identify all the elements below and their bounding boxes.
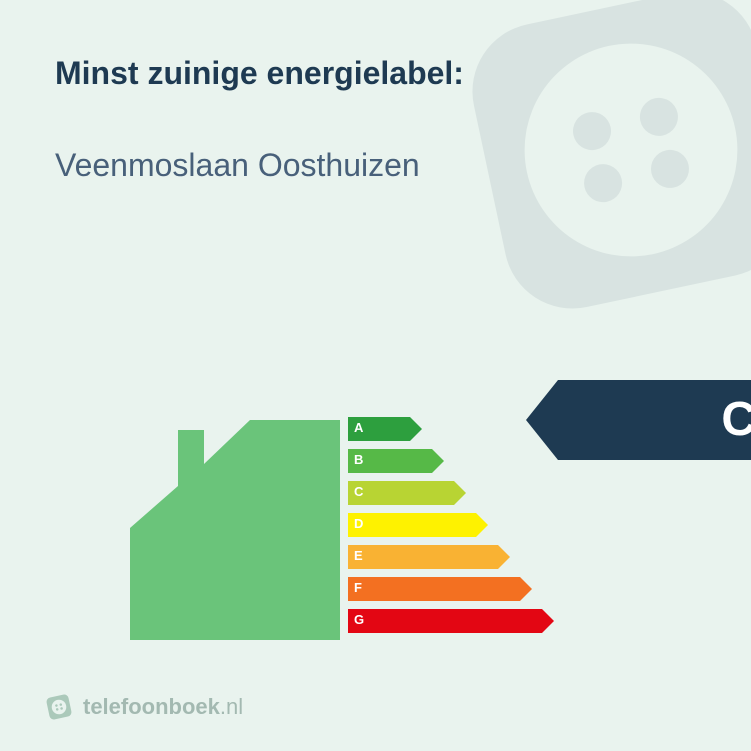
energy-bar-label: F	[354, 580, 362, 595]
location-subtitle: Veenmoslaan Oosthuizen	[55, 147, 696, 184]
brand-text: telefoonboek.nl	[83, 694, 243, 720]
rating-badge: C	[526, 380, 751, 460]
energy-bar-label: A	[354, 420, 363, 435]
page-title: Minst zuinige energielabel:	[55, 55, 696, 92]
energy-bar-label: C	[354, 484, 363, 499]
brand-tld: .nl	[220, 694, 243, 719]
energy-bar-label: B	[354, 452, 363, 467]
energy-bar-label: G	[354, 612, 364, 627]
energy-bar-label: D	[354, 516, 363, 531]
energy-label-card: Minst zuinige energielabel: Veenmoslaan …	[0, 0, 751, 751]
house-icon	[130, 410, 340, 640]
footer-brand: telefoonboek.nl	[45, 693, 243, 721]
brand-icon	[42, 690, 75, 723]
energy-bar-label: E	[354, 548, 363, 563]
brand-name: telefoonboek	[83, 694, 220, 719]
rating-badge-letter: C	[721, 392, 751, 447]
